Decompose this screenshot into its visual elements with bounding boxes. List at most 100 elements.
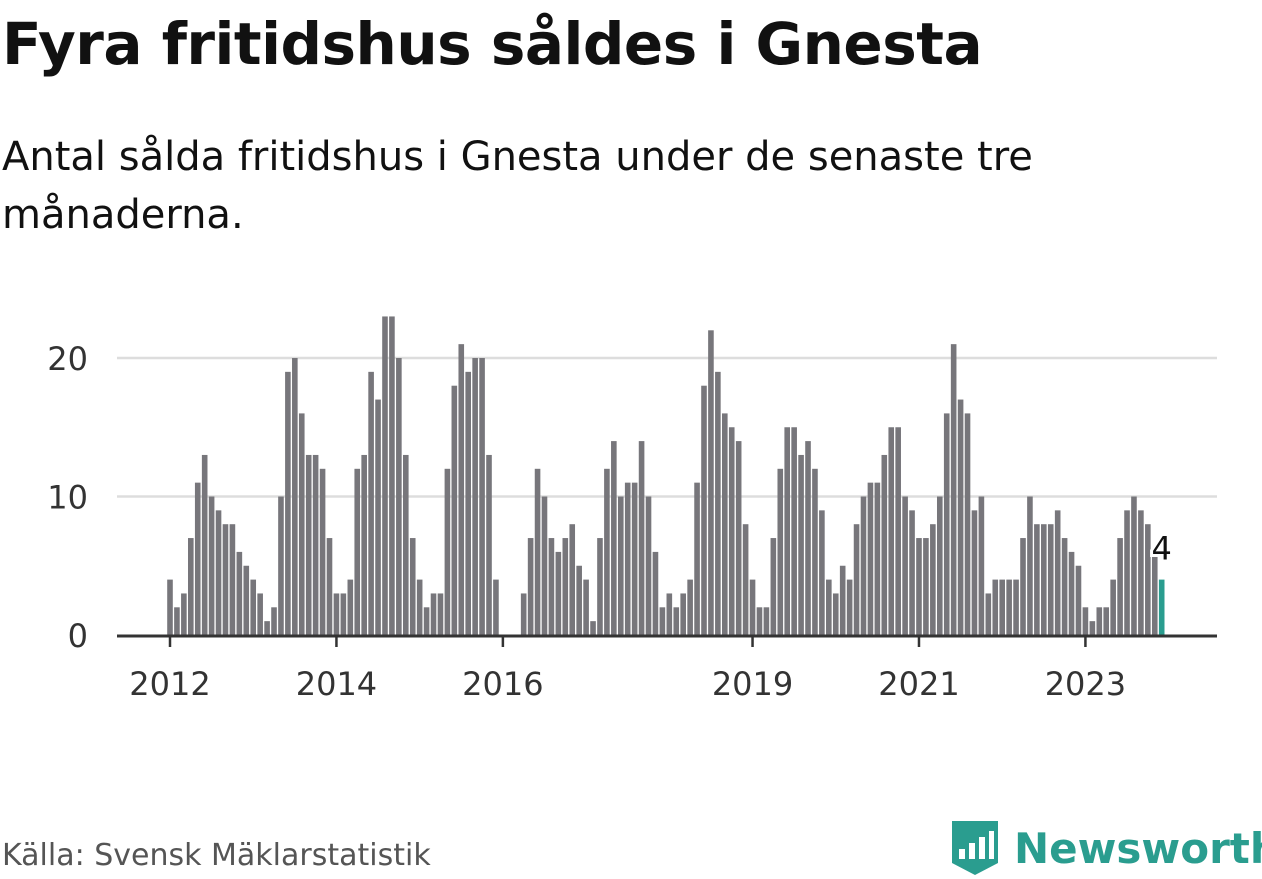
bar bbox=[597, 538, 603, 635]
bar bbox=[465, 371, 471, 635]
bar bbox=[860, 496, 867, 635]
bar bbox=[430, 593, 437, 635]
bar bbox=[784, 427, 791, 635]
bar bbox=[611, 441, 617, 635]
bar bbox=[208, 496, 215, 635]
bar bbox=[271, 607, 277, 635]
y-tick-label: 10 bbox=[47, 479, 88, 517]
bar bbox=[215, 510, 222, 635]
bar bbox=[1124, 510, 1130, 635]
x-tick-label: 2014 bbox=[296, 665, 377, 703]
bar bbox=[673, 607, 680, 635]
bar bbox=[1034, 524, 1040, 635]
bar bbox=[770, 538, 777, 635]
bar bbox=[1089, 621, 1096, 635]
bar bbox=[846, 579, 853, 635]
tick-labels: 0 10 20 4 2012 2014 2016 2019 2021 2023 bbox=[47, 340, 1175, 703]
bar bbox=[805, 441, 811, 635]
bar bbox=[715, 371, 721, 635]
bar bbox=[826, 579, 832, 635]
y-tick-label: 20 bbox=[47, 340, 88, 378]
bar bbox=[257, 593, 263, 635]
bar bbox=[1013, 579, 1019, 635]
bar bbox=[909, 510, 915, 635]
bar bbox=[735, 441, 742, 635]
bar bbox=[777, 468, 784, 635]
bar bbox=[236, 551, 243, 635]
bar bbox=[881, 454, 888, 635]
bar bbox=[402, 454, 409, 635]
bar bbox=[167, 579, 173, 635]
bar bbox=[1061, 538, 1068, 635]
bar bbox=[1103, 607, 1110, 635]
bar bbox=[985, 593, 992, 635]
bar bbox=[520, 593, 527, 635]
brand-name: Newsworthy bbox=[1014, 823, 1262, 873]
bar bbox=[1041, 524, 1047, 635]
bar bbox=[416, 579, 423, 635]
bar bbox=[819, 510, 825, 635]
bar bbox=[930, 524, 936, 635]
bar bbox=[659, 607, 666, 635]
bars bbox=[167, 316, 1165, 635]
brand-logo: Newsworthy bbox=[950, 818, 1262, 878]
bar bbox=[867, 482, 874, 635]
bar bbox=[229, 524, 236, 635]
bar bbox=[812, 468, 818, 635]
bar bbox=[368, 371, 374, 635]
bar bbox=[1075, 565, 1082, 635]
bar bbox=[1082, 607, 1089, 635]
bar bbox=[472, 358, 478, 635]
bar bbox=[1096, 607, 1103, 635]
bar bbox=[562, 538, 569, 635]
x-tick-label: 2021 bbox=[878, 665, 959, 703]
bar bbox=[728, 427, 735, 635]
bar bbox=[548, 538, 555, 635]
bar bbox=[541, 496, 548, 635]
bar bbox=[493, 579, 499, 635]
bar bbox=[278, 496, 284, 635]
bar bbox=[763, 607, 770, 635]
bar bbox=[486, 454, 492, 635]
bar bbox=[396, 358, 402, 635]
bar bbox=[201, 454, 208, 635]
bar bbox=[978, 496, 985, 635]
bar bbox=[853, 524, 860, 635]
bar bbox=[923, 538, 929, 635]
bar bbox=[181, 593, 187, 635]
bar bbox=[264, 621, 270, 635]
bar bbox=[839, 565, 846, 635]
bar bbox=[950, 344, 957, 635]
bar bbox=[389, 316, 395, 635]
bar bbox=[756, 607, 763, 635]
bar bbox=[964, 413, 971, 635]
bar bbox=[188, 538, 194, 635]
bar bbox=[354, 468, 361, 635]
x-tick-label: 2012 bbox=[129, 665, 210, 703]
bar bbox=[194, 482, 201, 635]
bar bbox=[451, 385, 458, 635]
bar bbox=[534, 468, 541, 635]
chart-subtitle: Antal sålda fritidshus i Gnesta under de… bbox=[2, 134, 1033, 238]
bar bbox=[555, 551, 562, 635]
bar bbox=[305, 454, 312, 635]
bar bbox=[971, 510, 978, 635]
bar bbox=[375, 399, 381, 635]
bar bbox=[285, 371, 291, 635]
bar bbox=[326, 538, 333, 635]
bar bbox=[874, 482, 881, 635]
bar bbox=[722, 413, 728, 635]
bar bbox=[916, 538, 922, 635]
bar bbox=[409, 538, 416, 635]
bar bbox=[652, 551, 659, 635]
bar bbox=[1054, 510, 1061, 635]
bar bbox=[791, 427, 797, 635]
bar bbox=[243, 565, 250, 635]
bar bbox=[1131, 496, 1137, 635]
bar bbox=[701, 385, 707, 635]
highlight-value-label: 4 bbox=[1152, 530, 1172, 568]
bar bbox=[666, 593, 673, 635]
bar bbox=[292, 358, 298, 635]
bar bbox=[1068, 551, 1075, 635]
bar bbox=[936, 496, 943, 635]
